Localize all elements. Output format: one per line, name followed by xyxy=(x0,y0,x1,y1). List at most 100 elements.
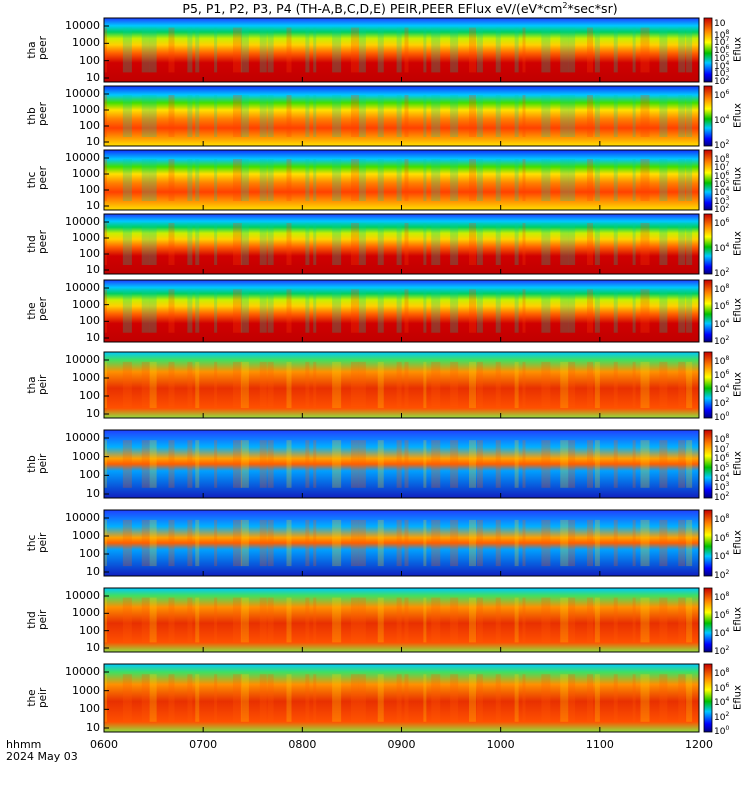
spectrogram-stripe xyxy=(313,289,317,333)
panel-7 xyxy=(103,509,713,577)
spectrogram-stripe xyxy=(149,440,157,488)
spectrogram-stripe xyxy=(396,289,402,333)
spectrogram-stripe xyxy=(351,597,359,643)
spectrogram-stripe xyxy=(476,519,483,567)
y-tick-label: 10 xyxy=(86,263,100,276)
spectrogram-stripe xyxy=(187,440,193,488)
spectrogram-stripe xyxy=(396,361,402,409)
spectrogram-stripe xyxy=(514,440,519,488)
spectrogram-stripe xyxy=(469,289,476,333)
spectrogram-stripe xyxy=(149,597,157,643)
spectrogram-stripe xyxy=(495,440,501,488)
colorbar-tick-label: 107 xyxy=(714,442,730,455)
spectrogram-stripe xyxy=(104,159,107,201)
spectrogram-stripe xyxy=(187,361,193,409)
panel-5 xyxy=(103,351,713,419)
spectrogram-stripe xyxy=(141,289,150,333)
spectrogram-stripe xyxy=(240,361,249,409)
spectrogram-stripe xyxy=(240,27,249,73)
colorbar-tick-label: 104 xyxy=(714,550,730,563)
spectrogram-stripe xyxy=(313,440,317,488)
spectrogram-stripe xyxy=(187,289,193,333)
spectrogram-image xyxy=(104,86,699,146)
spectrogram-stripe xyxy=(358,519,366,567)
spectrogram-image xyxy=(104,510,699,576)
spectrogram-stripe xyxy=(351,223,359,265)
spectrogram-stripe xyxy=(476,289,483,333)
spectrogram-stripe xyxy=(286,519,292,567)
colorbar xyxy=(703,663,713,733)
spectrogram-stripe xyxy=(141,519,150,567)
spectrogram-stripe xyxy=(404,597,409,643)
spectrogram-stripe xyxy=(659,674,668,722)
colorbar-tick-label: 104 xyxy=(714,242,730,254)
spectrogram-stripe xyxy=(678,597,686,643)
spectrogram-stripe xyxy=(377,223,384,265)
spectrogram-stripe xyxy=(541,361,551,409)
spectrogram-stripe xyxy=(613,289,618,333)
spectrogram-stripe xyxy=(640,27,650,73)
spectrogram-stripe xyxy=(149,361,157,409)
spectrogram-stripe xyxy=(313,223,317,265)
spectrogram-stripe xyxy=(168,223,175,265)
spectrogram-stripe xyxy=(431,440,441,488)
spectrogram-stripe xyxy=(259,223,267,265)
colorbar-tick-label: 105 xyxy=(714,178,730,190)
y-tick-label: 1000 xyxy=(72,683,100,697)
spectrogram-stripe xyxy=(560,223,569,265)
spectrogram-stripe xyxy=(149,95,157,137)
colorbar-label: Eflux xyxy=(732,167,744,192)
spectrogram-stripe xyxy=(613,674,618,722)
colorbar-tick-label: 108 xyxy=(714,283,730,295)
spectrogram-stripe xyxy=(587,519,593,567)
spectrogram-stripe xyxy=(240,674,249,722)
y-tick-label: 10 xyxy=(86,199,100,212)
spectrogram-stripe xyxy=(104,289,107,333)
spectrogram-stripe xyxy=(404,674,409,722)
colorbar-tick-label: 106 xyxy=(714,44,730,57)
spectrogram-stripe xyxy=(476,159,483,201)
spectrogram-stripe xyxy=(377,440,384,488)
spectrogram-stripe xyxy=(514,159,519,201)
spectrogram-stripe xyxy=(541,519,551,567)
spectrogram-stripe xyxy=(404,223,409,265)
y-tick-label: 10000 xyxy=(65,19,100,32)
colorbar-tick-label: 106 xyxy=(714,609,730,621)
spectrogram-stripe xyxy=(214,159,218,201)
colorbar-tick-label: 104 xyxy=(714,59,730,72)
y-tick-label: 10000 xyxy=(65,281,100,294)
spectrogram-stripe xyxy=(431,95,441,137)
spectrogram-stripe xyxy=(522,95,526,137)
spectrogram-stripe xyxy=(476,27,483,73)
y-tick-label: 1000 xyxy=(72,606,100,620)
spectrogram-image xyxy=(104,664,699,732)
colorbar-tick-label: 106 xyxy=(714,169,730,182)
spectrogram-stripe xyxy=(233,519,242,567)
spectrogram-stripe xyxy=(305,289,310,333)
spectrogram-stripe xyxy=(640,519,650,567)
spectrogram-stripe xyxy=(187,159,193,201)
spectrogram-stripe xyxy=(560,159,569,201)
spectrogram-stripe xyxy=(404,159,409,201)
spectrogram-stripe xyxy=(476,223,483,265)
spectrogram-stripe xyxy=(632,27,636,73)
spectrogram-stripe xyxy=(476,95,483,137)
colorbar-tick-label: 103 xyxy=(714,194,730,207)
spectrogram-stripe xyxy=(358,440,366,488)
spectrogram-stripe xyxy=(495,674,501,722)
spectrogram-stripe xyxy=(168,289,175,333)
spectrogram-stripe xyxy=(168,674,175,722)
spectrogram-stripe xyxy=(568,674,576,722)
spectrogram-stripe xyxy=(587,674,593,722)
x-tick-label: 0800 xyxy=(288,738,317,751)
spectrogram-stripe xyxy=(560,361,569,409)
spectrogram-stripe xyxy=(587,27,593,73)
spectrogram-stripe xyxy=(267,674,274,722)
y-tick-label: 100 xyxy=(79,119,100,132)
spectrogram-stripe xyxy=(659,27,668,73)
spectrogram-stripe xyxy=(396,597,402,643)
colorbar xyxy=(703,587,713,653)
spectrogram-stripe xyxy=(122,159,132,201)
panel-4 xyxy=(103,279,713,343)
spectrogram-stripe xyxy=(149,27,157,73)
